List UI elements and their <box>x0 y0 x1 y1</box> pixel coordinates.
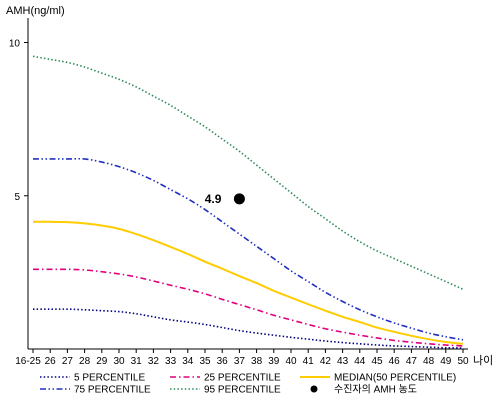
x-tick-label: 38 <box>251 356 263 367</box>
legend-label: 5 PERCENTILE <box>74 373 145 384</box>
y-tick-label: 5 <box>14 192 20 203</box>
series-line <box>33 157 464 341</box>
y-axis-title: AMH(ng/ml) <box>6 5 65 17</box>
x-tick-label: 45 <box>371 356 383 367</box>
series-line <box>32 308 464 349</box>
legend-label: 95 PERCENTILE <box>204 385 281 396</box>
x-tick-label: 33 <box>165 356 177 367</box>
x-tick-label: 50 <box>457 356 469 367</box>
legend-point-label: 수진자의 AMH 농도 <box>334 384 417 396</box>
x-tick-label: 44 <box>354 356 366 367</box>
x-tick-label: 29 <box>96 356 108 367</box>
series-line <box>32 220 464 345</box>
patient-point-label: 4.9 <box>205 192 222 206</box>
x-tick-label: 35 <box>199 356 211 367</box>
x-tick-label: 28 <box>79 356 91 367</box>
x-tick-label: 40 <box>285 356 297 367</box>
x-tick-label: 48 <box>423 356 435 367</box>
x-tick-label: 47 <box>406 356 418 367</box>
legend-point-marker <box>310 385 318 393</box>
y-tick-label: 10 <box>9 39 21 50</box>
x-tick-label: 27 <box>62 356 74 367</box>
x-tick-label: 34 <box>182 356 194 367</box>
x-tick-label: 46 <box>389 356 401 367</box>
x-tick-label: 39 <box>268 356 280 367</box>
legend-label: MEDIAN(50 PERCENTILE) <box>334 373 456 384</box>
patient-point <box>233 193 245 205</box>
series-line <box>32 55 464 290</box>
x-tick-label: 36 <box>217 356 229 367</box>
series-line <box>33 268 464 347</box>
x-tick-label: 26 <box>45 356 57 367</box>
x-tick-label: 49 <box>440 356 452 367</box>
x-tick-label: 30 <box>113 356 125 367</box>
x-tick-label: 31 <box>131 356 143 367</box>
x-tick-label: 32 <box>148 356 160 367</box>
x-tick-label: 43 <box>337 356 349 367</box>
x-tick-label: 42 <box>320 356 332 367</box>
x-tick-label: 37 <box>234 356 246 367</box>
legend-label: 75 PERCENTILE <box>74 385 151 396</box>
legend-label: 25 PERCENTILE <box>204 373 281 384</box>
x-tick-label: 41 <box>303 356 315 367</box>
x-axis-title: 나이 <box>473 354 493 367</box>
x-tick-label: 16-25 <box>15 356 41 367</box>
